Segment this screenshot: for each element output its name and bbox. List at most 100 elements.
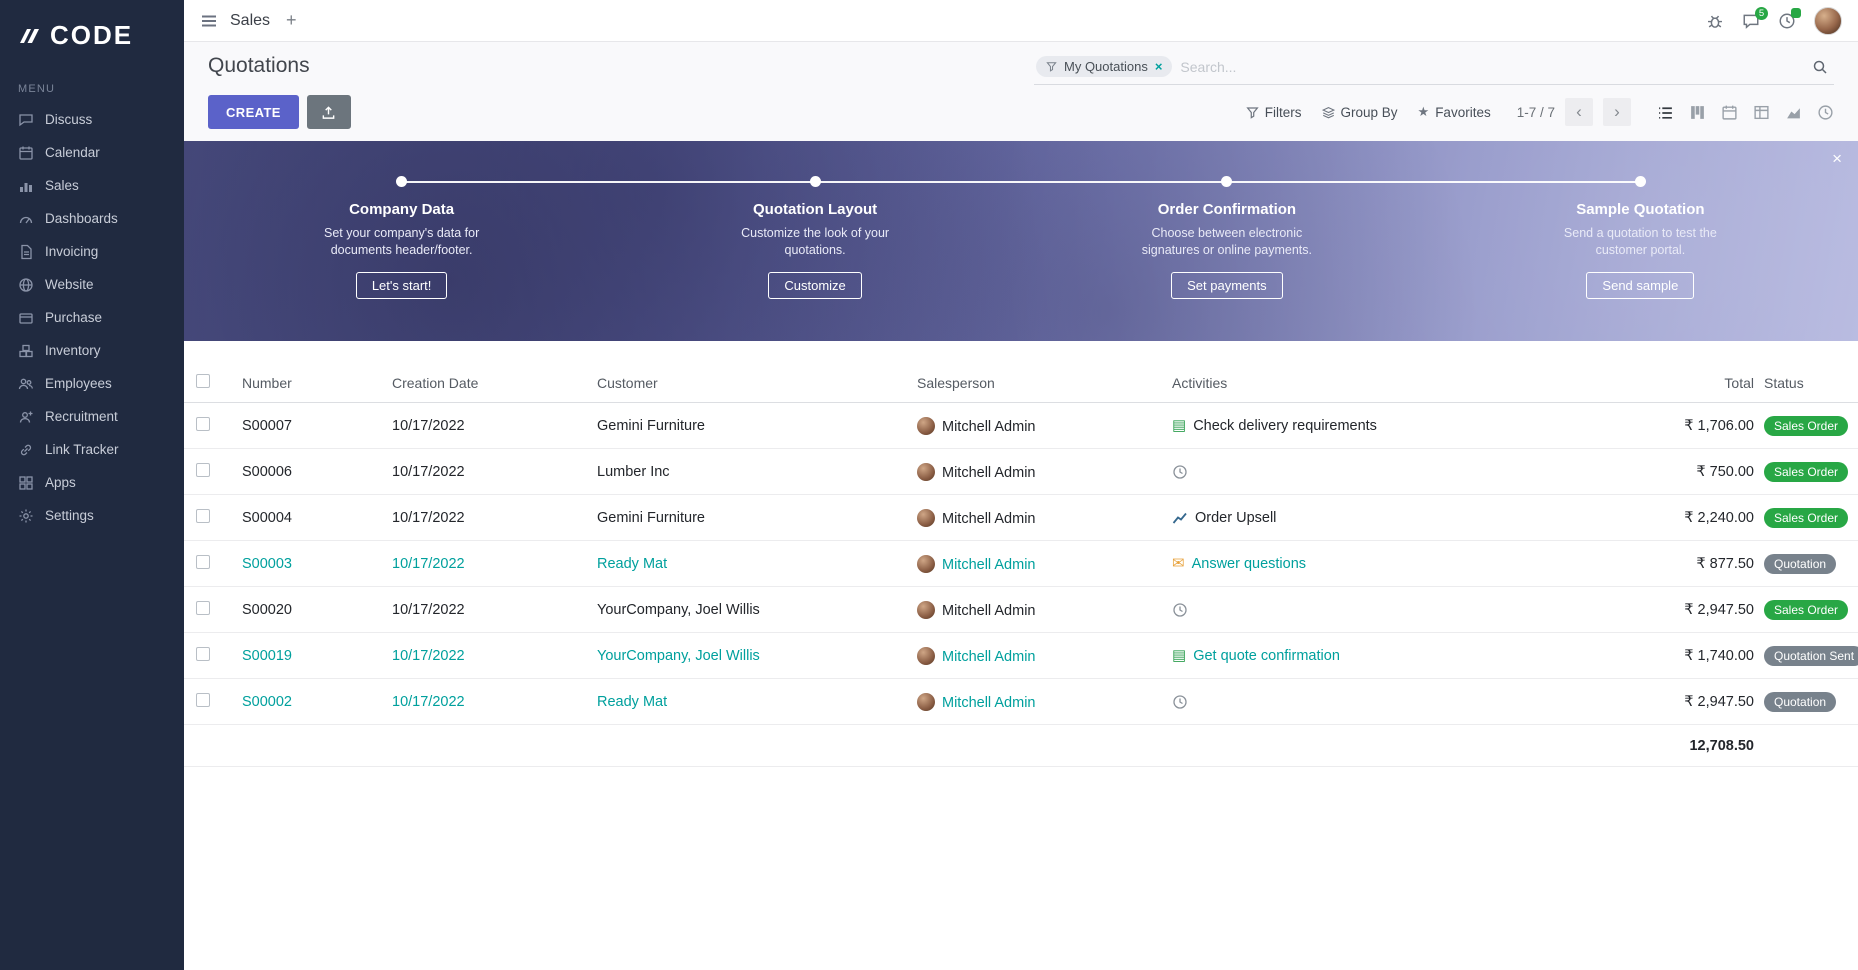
column-header-total[interactable]: Total [1724,374,1754,391]
brand-logo[interactable]: CODE [0,0,184,69]
add-tab-button[interactable]: + [286,10,297,30]
search-bar[interactable]: My Quotations × [1034,54,1834,85]
sidebar-item-calendar[interactable]: Calendar [0,136,184,169]
activity-cell[interactable]: Order Upsell [1172,510,1612,526]
customize-button[interactable]: Customize [768,271,862,299]
favorites-button[interactable]: ★ Favorites [1417,104,1491,120]
search-icon[interactable] [1812,59,1828,75]
sidebar-item-dashboards[interactable]: Dashboards [0,202,184,235]
sidebar-item-settings[interactable]: Settings [0,499,184,532]
facet-label: My Quotations [1064,59,1148,74]
brand-name: CODE [50,20,134,50]
table-row[interactable]: S00006 10/17/2022 Lumber Inc Mitchell Ad… [184,449,1858,495]
column-header-creation-date[interactable]: Creation Date [392,374,479,391]
gauge-icon [18,211,34,227]
activity-cell[interactable]: ✉ Answer questions [1172,555,1307,572]
row-checkbox[interactable] [196,554,210,569]
onboarding-banner: × Company Data Set your company's data f… [184,141,1858,341]
user-plus-icon [18,409,34,425]
quotation-number: S00019 [242,647,292,664]
debug-icon[interactable] [1706,12,1724,30]
row-checkbox[interactable] [196,646,210,661]
pager-prev-button[interactable]: ‹ [1565,98,1593,126]
list-view-icon[interactable] [1657,104,1674,121]
set-payments-button[interactable]: Set payments [1171,271,1283,299]
table-row[interactable]: S00019 10/17/2022 YourCompany, Joel Will… [184,633,1858,679]
table-row[interactable]: S00002 10/17/2022 Ready Mat Mitchell Adm… [184,679,1858,725]
row-checkbox[interactable] [196,416,210,431]
messages-icon[interactable]: 5 [1742,6,1768,30]
activity-cell[interactable] [1172,602,1612,618]
kanban-view-icon[interactable] [1689,104,1706,121]
sidebar-item-discuss[interactable]: Discuss [0,103,184,136]
sidebar-item-employees[interactable]: Employees [0,367,184,400]
calendar-view-icon[interactable] [1721,104,1738,121]
boxes-icon [18,343,34,359]
sidebar-item-apps[interactable]: Apps [0,466,184,499]
row-checkbox[interactable] [196,508,210,523]
activities-badge [1791,7,1801,18]
sidebar-item-inventory[interactable]: Inventory [0,334,184,367]
sidebar-item-label: Recruitment [45,409,118,424]
table-row[interactable]: S00020 10/17/2022 YourCompany, Joel Will… [184,587,1858,633]
discuss-icon [18,112,34,128]
graph-view-icon[interactable] [1785,104,1802,121]
send-sample-button[interactable]: Send sample [1586,271,1695,299]
table-row[interactable]: S00004 10/17/2022 Gemini Furniture Mitch… [184,495,1858,541]
salesperson-avatar [917,416,935,435]
invoice-icon [18,244,34,260]
salesperson-avatar [917,508,935,527]
sidebar-item-purchase[interactable]: Purchase [0,301,184,334]
filters-button[interactable]: Filters [1246,105,1302,120]
row-checkbox[interactable] [196,600,210,615]
table-row[interactable]: S00003 10/17/2022 Ready Mat Mitchell Adm… [184,541,1858,587]
row-checkbox[interactable] [196,462,210,477]
star-icon: ★ [1417,104,1430,119]
salesperson-avatar [917,462,935,481]
menu-toggle-icon[interactable] [200,12,218,30]
onboarding-step-quotation-layout: Quotation Layout Customize the look of y… [680,176,950,299]
column-header-salesperson[interactable]: Salesperson [917,374,995,391]
export-button[interactable] [306,95,351,129]
facet-remove-icon[interactable]: × [1154,59,1163,74]
column-header-customer[interactable]: Customer [597,374,658,391]
activity-cell[interactable] [1172,694,1612,710]
step-description: Choose between electronic signatures or … [1141,226,1312,257]
row-checkbox[interactable] [196,692,210,707]
activity-view-icon[interactable] [1817,104,1834,121]
activities-clock-icon[interactable] [1778,7,1801,30]
activity-cell[interactable]: ▤ Check delivery requirements [1172,417,1377,434]
clock-activity-icon [1172,694,1188,710]
total-amount: ₹ 2,240.00 [1684,509,1754,526]
user-avatar[interactable] [1814,6,1842,35]
sidebar-item-invoicing[interactable]: Invoicing [0,235,184,268]
pivot-view-icon[interactable] [1753,104,1770,121]
customer-name: Ready Mat [597,693,668,710]
select-all-checkbox[interactable] [196,374,210,388]
search-facet[interactable]: My Quotations × [1036,56,1173,77]
pager-next-button[interactable]: › [1603,98,1631,126]
activity-cell[interactable] [1172,464,1612,480]
create-button[interactable]: CREATE [208,95,299,129]
lets-start-button[interactable]: Let's start! [355,271,448,299]
table-row[interactable]: S00007 10/17/2022 Gemini Furniture Mitch… [184,403,1858,449]
sidebar-item-recruitment[interactable]: Recruitment [0,400,184,433]
group-by-button[interactable]: Group By [1321,105,1398,120]
sidebar-item-sales[interactable]: Sales [0,169,184,202]
banner-close-icon[interactable]: × [1832,149,1842,168]
activity-cell[interactable]: ▤ Get quote confirmation [1172,647,1340,664]
column-header-activities[interactable]: Activities [1172,374,1228,391]
layers-icon [1321,106,1335,119]
sidebar-item-website[interactable]: Website [0,268,184,301]
main-area: Sales + 5 Quotations [184,0,1858,970]
step-dot [809,176,821,187]
quotation-number: S00004 [242,509,292,526]
app-title: Sales [230,11,271,29]
salesperson-cell: Mitchell Admin [917,600,1172,619]
sidebar-item-link-tracker[interactable]: Link Tracker [0,433,184,466]
column-header-status[interactable]: Status [1764,374,1804,391]
column-header-number[interactable]: Number [242,374,292,391]
search-input[interactable] [1180,58,1804,75]
status-badge: Quotation [1764,553,1837,574]
